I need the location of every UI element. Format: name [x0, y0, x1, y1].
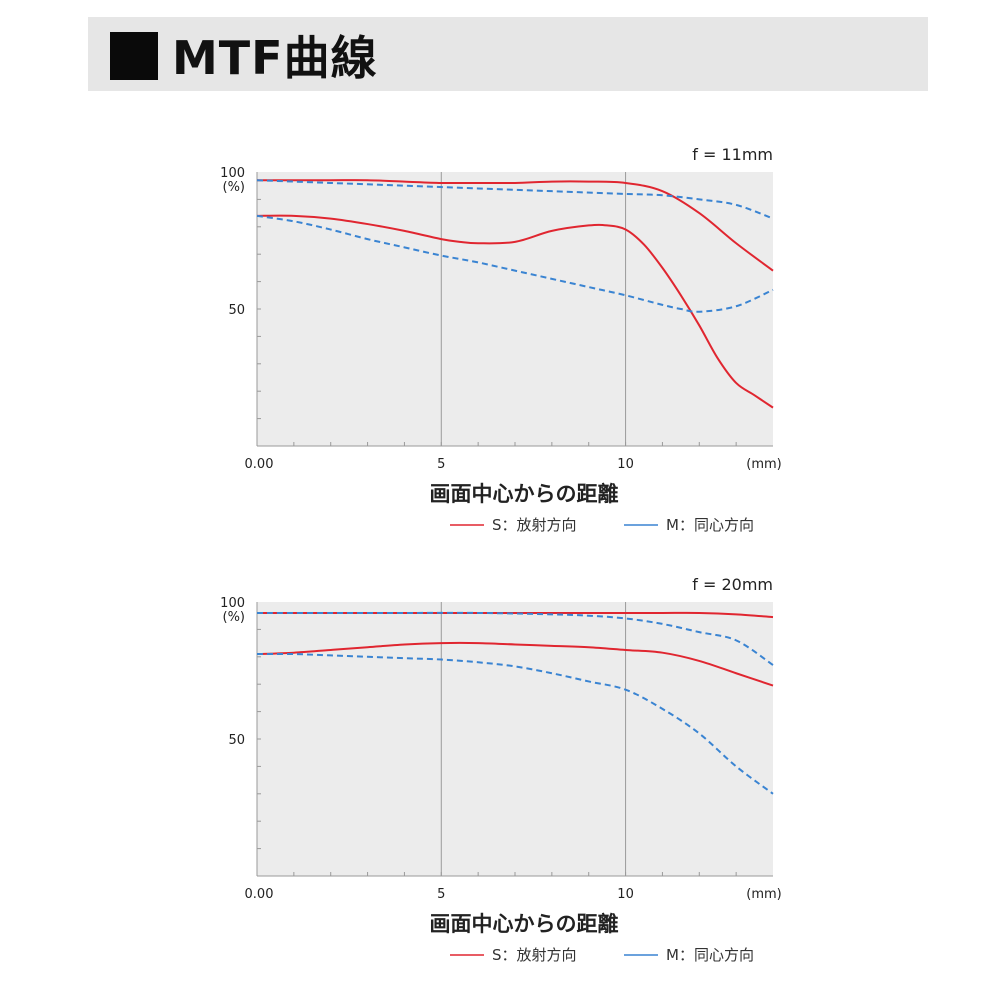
legend-s-label: S：放射方向	[492, 946, 577, 964]
plot-area	[257, 602, 773, 876]
m-series-line-2	[256, 179, 774, 220]
mtf-chart-20mm: 100 50 (%) 0.00 5 10 (mm) f = 20mm 画面中心からの距離 S：放射…	[220, 575, 782, 964]
x-unit-label: (mm)	[746, 887, 781, 902]
s-series-line-0	[257, 179, 774, 272]
legend-m-label: M：同心方向	[666, 516, 754, 534]
legend-s-label: S：放射方向	[492, 516, 577, 534]
m-series-line-3	[256, 652, 774, 795]
x-tick-label: 0.00	[245, 457, 274, 472]
m-series-line-2	[257, 611, 774, 666]
y-tick-label: 50	[228, 733, 245, 748]
x-axis-title: 画面中心からの距離	[430, 482, 619, 506]
focal-length-label: f = 11mm	[692, 145, 773, 164]
x-tick-label: 5	[437, 457, 445, 472]
s-series-line-1	[256, 214, 774, 409]
s-series-line-1	[256, 641, 774, 687]
y-tick-label: 100	[220, 596, 245, 611]
plot-area	[257, 172, 773, 446]
x-tick-label: 10	[617, 887, 634, 902]
y-unit-label: (%)	[223, 610, 246, 625]
x-tick-label: 0.00	[245, 887, 274, 902]
focal-length-label: f = 20mm	[692, 575, 773, 594]
page-title: MTF曲線	[172, 31, 378, 85]
y-tick-label: 100	[220, 166, 245, 181]
x-tick-label: 5	[437, 887, 445, 902]
mtf-chart-11mm: 100 50 (%) 0.00 5 10 (mm) f = 11mm 画面中心からの距離 S：放射…	[220, 145, 782, 534]
x-axis-title: 画面中心からの距離	[430, 912, 619, 936]
y-unit-label: (%)	[223, 180, 246, 195]
title-square-icon	[110, 32, 158, 80]
title-bar	[88, 17, 928, 91]
y-tick-label: 50	[228, 303, 245, 318]
m-series-line-3	[256, 214, 774, 313]
x-unit-label: (mm)	[746, 457, 781, 472]
legend-m-label: M：同心方向	[666, 946, 754, 964]
x-tick-label: 10	[617, 457, 634, 472]
